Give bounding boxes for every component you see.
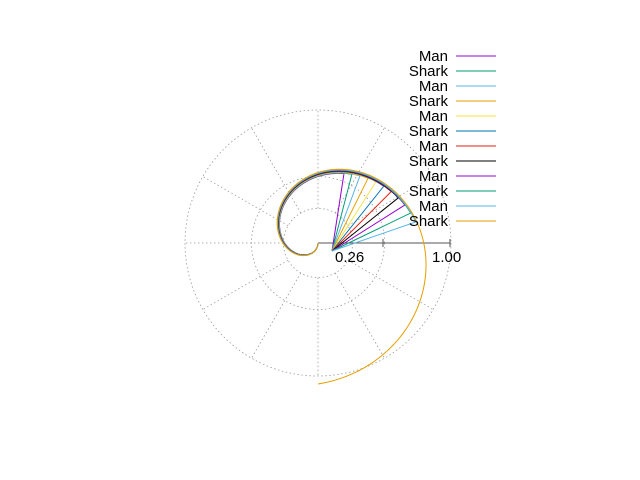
legend-label-7: Shark (409, 153, 449, 170)
series-line-11 (276, 168, 427, 385)
legend-label-10: Man (419, 198, 448, 215)
r-tick-label-0: 0.26 (335, 249, 364, 266)
legend-label-0: Man (419, 48, 448, 65)
legend-label-3: Shark (409, 93, 449, 110)
legend: ManSharkManSharkManSharkManSharkManShark… (409, 48, 496, 230)
grid-spoke-11 (347, 259, 434, 310)
r-tick-label-1: 1.00 (432, 249, 461, 266)
grid-spoke-4 (251, 127, 302, 214)
legend-label-9: Shark (409, 183, 449, 200)
grid-spoke-7 (202, 259, 289, 310)
legend-label-5: Shark (409, 123, 449, 140)
series-layer (276, 168, 427, 385)
legend-label-4: Man (419, 108, 448, 125)
legend-label-8: Man (419, 168, 448, 185)
grid-spoke-1 (347, 176, 434, 227)
legend-label-1: Shark (409, 63, 449, 80)
grid-spoke-10 (334, 272, 385, 359)
grid-spoke-5 (202, 176, 289, 227)
legend-label-2: Man (419, 78, 448, 95)
grid-spoke-8 (251, 272, 302, 359)
grid-spoke-2 (334, 127, 385, 214)
legend-label-6: Man (419, 138, 448, 155)
grid-circle-2 (184, 109, 452, 377)
legend-label-11: Shark (409, 213, 449, 230)
